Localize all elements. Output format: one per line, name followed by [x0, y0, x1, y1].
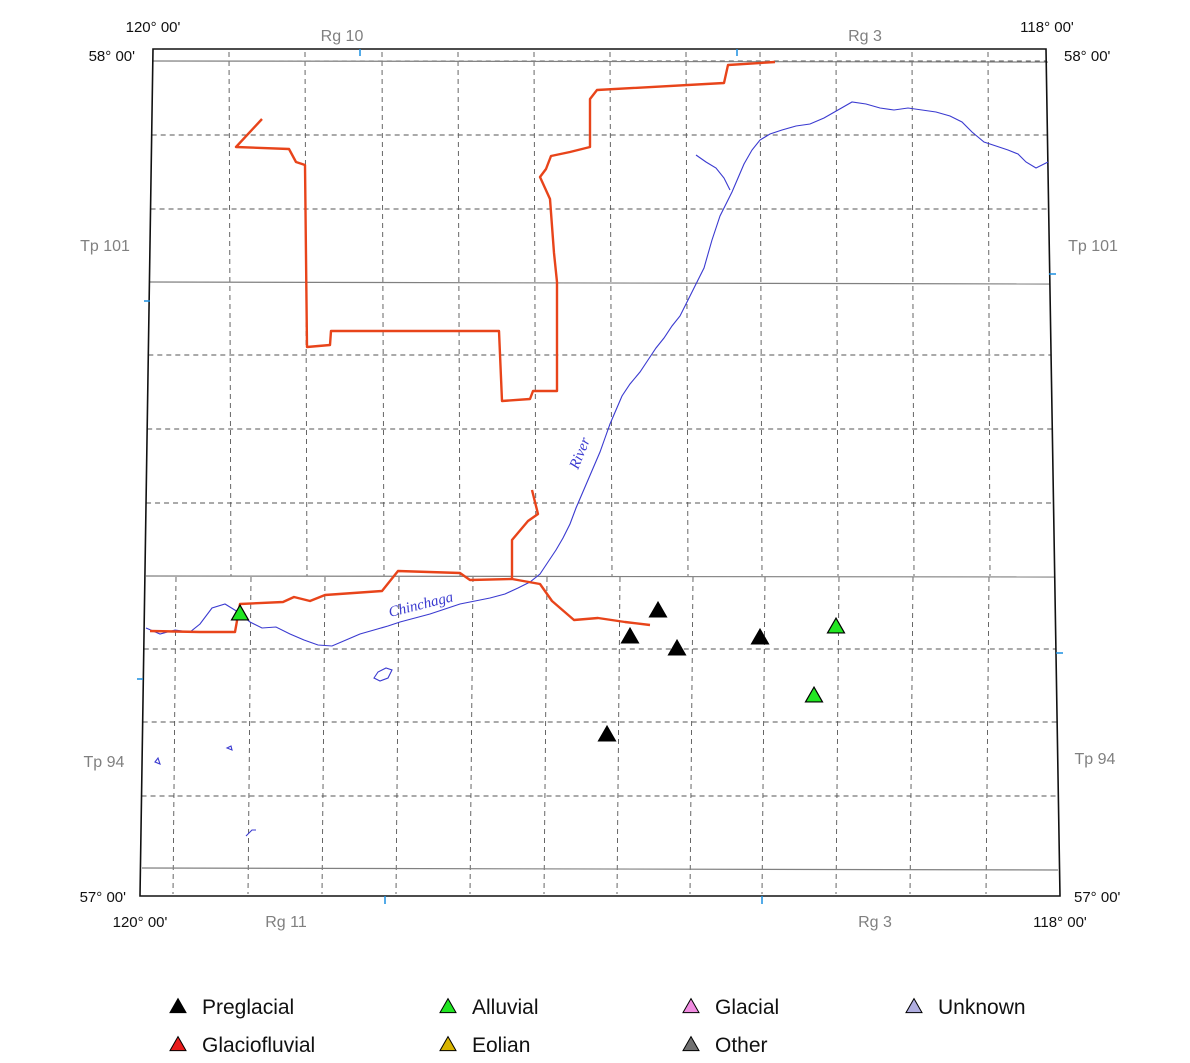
- legend-label: Alluvial: [472, 996, 539, 1019]
- corner-lat-bottom-right: 57° 00': [1074, 889, 1121, 906]
- legend-item: Preglacial: [169, 996, 294, 1019]
- section-line: [835, 576, 840, 895]
- legend-item: Glaciofluvial: [169, 1034, 315, 1057]
- legend-triangle-icon: [905, 997, 923, 1014]
- range-label-top-right: Rg 3: [848, 28, 882, 45]
- corner-lon-bottom-right: 118° 00': [1033, 914, 1087, 931]
- corner-lat-top-right: 58° 00': [1064, 48, 1111, 65]
- section-line: [533, 51, 537, 577]
- section-line: [689, 576, 694, 895]
- legend-triangle-icon: [682, 997, 700, 1014]
- legend-item: Eolian: [439, 1034, 530, 1057]
- corner-lon-top-left: 120° 00': [126, 19, 181, 36]
- section-line: [761, 576, 766, 895]
- section-line: [835, 51, 839, 577]
- river-channel: [145, 101, 1049, 647]
- site-marker-alluvial: [230, 603, 250, 621]
- township-label-lower-left: Tp 94: [84, 754, 125, 771]
- section-line: [321, 576, 326, 895]
- corner-lat-bottom-left: 57° 00': [80, 889, 127, 906]
- section-line: [909, 576, 914, 895]
- road: [510, 489, 540, 579]
- section-line: [381, 51, 385, 577]
- site-marker-alluvial: [826, 616, 846, 634]
- township-line: [145, 575, 1056, 578]
- lake: [154, 756, 161, 765]
- township-label-upper-left: Tp 101: [80, 238, 130, 255]
- legend-item: Glacial: [682, 996, 779, 1019]
- legend-label: Preglacial: [202, 996, 294, 1019]
- section-line: [457, 51, 461, 577]
- legend-item: Alluvial: [439, 996, 539, 1019]
- legend-triangle-icon: [682, 1035, 700, 1052]
- range-label-bottom-left: Rg 11: [265, 914, 307, 931]
- township-label-lower-right: Tp 94: [1075, 751, 1116, 768]
- section-line: [911, 51, 915, 577]
- legend-label: Eolian: [472, 1034, 530, 1057]
- legend-item: Unknown: [905, 996, 1026, 1019]
- section-line: [228, 51, 232, 577]
- map-frame: [139, 48, 1061, 897]
- section-line: [469, 576, 474, 895]
- site-marker-alluvial: [804, 685, 824, 703]
- corner-lat-top-left: 58° 00': [89, 48, 136, 65]
- section-line: [395, 576, 400, 895]
- section-line: [616, 576, 621, 895]
- section-line: [685, 51, 689, 577]
- section-grid: [141, 51, 1059, 895]
- range-label-bottom-right: Rg 3: [858, 914, 892, 931]
- legend-label: Glaciofluvial: [202, 1034, 315, 1057]
- township-label-upper-right: Tp 101: [1068, 238, 1118, 255]
- section-line: [987, 51, 991, 577]
- township-line: [141, 867, 1059, 871]
- legend: Preglacial Alluvial Glacial Unknown Glaciofl…: [169, 996, 1026, 1057]
- legend-triangle-icon: [169, 1035, 187, 1052]
- corner-lon-bottom-left: 120° 00': [113, 914, 168, 931]
- chinchaga-river: [145, 101, 1049, 837]
- site-marker-preglacial: [597, 724, 617, 742]
- township-lines: [141, 60, 1059, 871]
- site-marker-preglacial: [620, 626, 640, 644]
- legend-item: Other: [682, 1034, 768, 1057]
- site-marker-preglacial: [750, 627, 770, 645]
- roads: [149, 60, 776, 634]
- legend-label: Glacial: [715, 996, 779, 1019]
- legend-triangle-icon: [439, 1035, 457, 1052]
- section-line: [985, 576, 990, 895]
- stream: [245, 829, 256, 837]
- township-line: [149, 281, 1051, 285]
- legend-triangle-icon: [439, 997, 457, 1014]
- lake: [225, 745, 233, 751]
- sample-sites: [230, 600, 846, 742]
- legend-label: Other: [715, 1034, 768, 1057]
- lake: [373, 667, 393, 682]
- corner-lon-top-right: 118° 00': [1020, 19, 1074, 36]
- legend-triangle-icon: [169, 997, 187, 1014]
- river-label-river: River: [566, 435, 593, 472]
- section-line: [759, 51, 763, 577]
- frame-ticks: [137, 49, 1063, 904]
- site-marker-preglacial: [648, 600, 668, 618]
- road: [234, 60, 776, 403]
- section-line: [609, 51, 613, 577]
- section-line: [247, 576, 252, 895]
- site-marker-preglacial: [667, 638, 687, 656]
- legend-label: Unknown: [938, 996, 1026, 1019]
- township-line: [151, 60, 1049, 63]
- section-line: [543, 576, 548, 895]
- range-label-top-left: Rg 10: [321, 28, 364, 45]
- section-line: [172, 576, 177, 895]
- river-tributary: [695, 154, 731, 191]
